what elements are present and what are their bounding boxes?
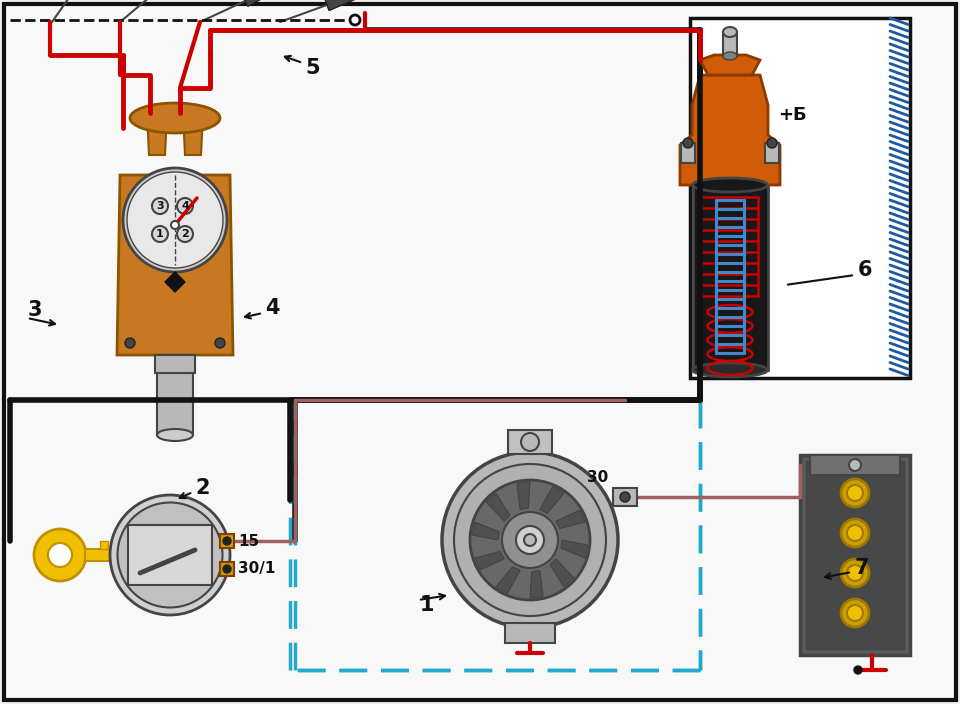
Circle shape xyxy=(841,599,869,627)
Bar xyxy=(693,185,768,370)
Circle shape xyxy=(516,526,544,554)
Polygon shape xyxy=(475,551,504,570)
Circle shape xyxy=(841,479,869,507)
Polygon shape xyxy=(680,75,780,185)
Polygon shape xyxy=(183,113,203,155)
Circle shape xyxy=(350,15,360,25)
Text: 15: 15 xyxy=(238,534,259,548)
Circle shape xyxy=(847,565,863,581)
Polygon shape xyxy=(324,0,361,11)
Circle shape xyxy=(123,168,227,272)
Circle shape xyxy=(34,529,86,581)
Polygon shape xyxy=(700,55,760,75)
Text: 5: 5 xyxy=(305,58,320,78)
Text: 2: 2 xyxy=(181,229,189,239)
Ellipse shape xyxy=(692,363,767,377)
Circle shape xyxy=(454,464,606,616)
Circle shape xyxy=(854,666,862,674)
Bar xyxy=(220,562,234,576)
Text: 4: 4 xyxy=(265,298,279,318)
Bar xyxy=(681,143,695,163)
Bar xyxy=(118,541,126,549)
Bar xyxy=(136,541,144,549)
Bar xyxy=(810,455,900,475)
Circle shape xyxy=(171,221,179,229)
Polygon shape xyxy=(556,510,586,529)
Polygon shape xyxy=(496,567,520,593)
Polygon shape xyxy=(561,540,588,558)
Polygon shape xyxy=(516,482,530,510)
Bar xyxy=(100,541,108,549)
Text: 30/1: 30/1 xyxy=(238,562,276,577)
Text: 1: 1 xyxy=(156,229,164,239)
Ellipse shape xyxy=(117,503,223,608)
Circle shape xyxy=(48,543,72,567)
Bar xyxy=(128,525,212,585)
Bar xyxy=(613,488,637,506)
Bar xyxy=(723,32,737,56)
Circle shape xyxy=(177,226,193,242)
Text: 1: 1 xyxy=(420,595,435,615)
Circle shape xyxy=(177,198,193,214)
Bar xyxy=(505,623,555,643)
Circle shape xyxy=(125,338,135,348)
Polygon shape xyxy=(117,175,233,355)
Bar xyxy=(85,549,153,561)
Circle shape xyxy=(152,226,168,242)
Polygon shape xyxy=(472,522,499,540)
Circle shape xyxy=(847,485,863,501)
Circle shape xyxy=(767,138,777,148)
Text: 3: 3 xyxy=(156,201,164,211)
Circle shape xyxy=(524,534,536,546)
Ellipse shape xyxy=(723,27,737,37)
Ellipse shape xyxy=(110,495,230,615)
Ellipse shape xyxy=(157,429,193,441)
Text: 4: 4 xyxy=(181,201,189,211)
Circle shape xyxy=(841,519,869,547)
Circle shape xyxy=(223,565,231,573)
Polygon shape xyxy=(486,493,510,521)
Circle shape xyxy=(847,525,863,541)
Bar xyxy=(157,370,193,435)
Circle shape xyxy=(502,512,558,568)
Polygon shape xyxy=(550,559,574,587)
Bar xyxy=(765,143,779,163)
Polygon shape xyxy=(243,0,278,6)
Text: 3: 3 xyxy=(28,300,42,320)
Circle shape xyxy=(152,198,168,214)
Polygon shape xyxy=(530,570,543,598)
Circle shape xyxy=(127,172,223,268)
Circle shape xyxy=(215,338,225,348)
Text: +Б: +Б xyxy=(778,106,806,124)
Circle shape xyxy=(470,480,590,600)
Circle shape xyxy=(847,605,863,621)
Text: 6: 6 xyxy=(858,260,873,280)
Text: 2: 2 xyxy=(195,478,209,498)
Circle shape xyxy=(849,459,861,471)
Circle shape xyxy=(442,452,618,628)
Polygon shape xyxy=(147,113,167,155)
Circle shape xyxy=(223,537,231,545)
Polygon shape xyxy=(165,272,185,292)
Polygon shape xyxy=(540,486,564,513)
Bar xyxy=(690,18,910,378)
Circle shape xyxy=(683,138,693,148)
Bar xyxy=(800,455,910,655)
Ellipse shape xyxy=(130,103,220,133)
Bar xyxy=(508,430,552,454)
Ellipse shape xyxy=(692,178,767,192)
Text: 7: 7 xyxy=(855,558,870,578)
Bar xyxy=(806,461,904,649)
Circle shape xyxy=(841,559,869,587)
Bar xyxy=(220,534,234,548)
Bar xyxy=(155,355,195,373)
Text: 30: 30 xyxy=(588,470,609,486)
Circle shape xyxy=(521,433,539,451)
Circle shape xyxy=(620,492,630,502)
Ellipse shape xyxy=(723,52,737,60)
